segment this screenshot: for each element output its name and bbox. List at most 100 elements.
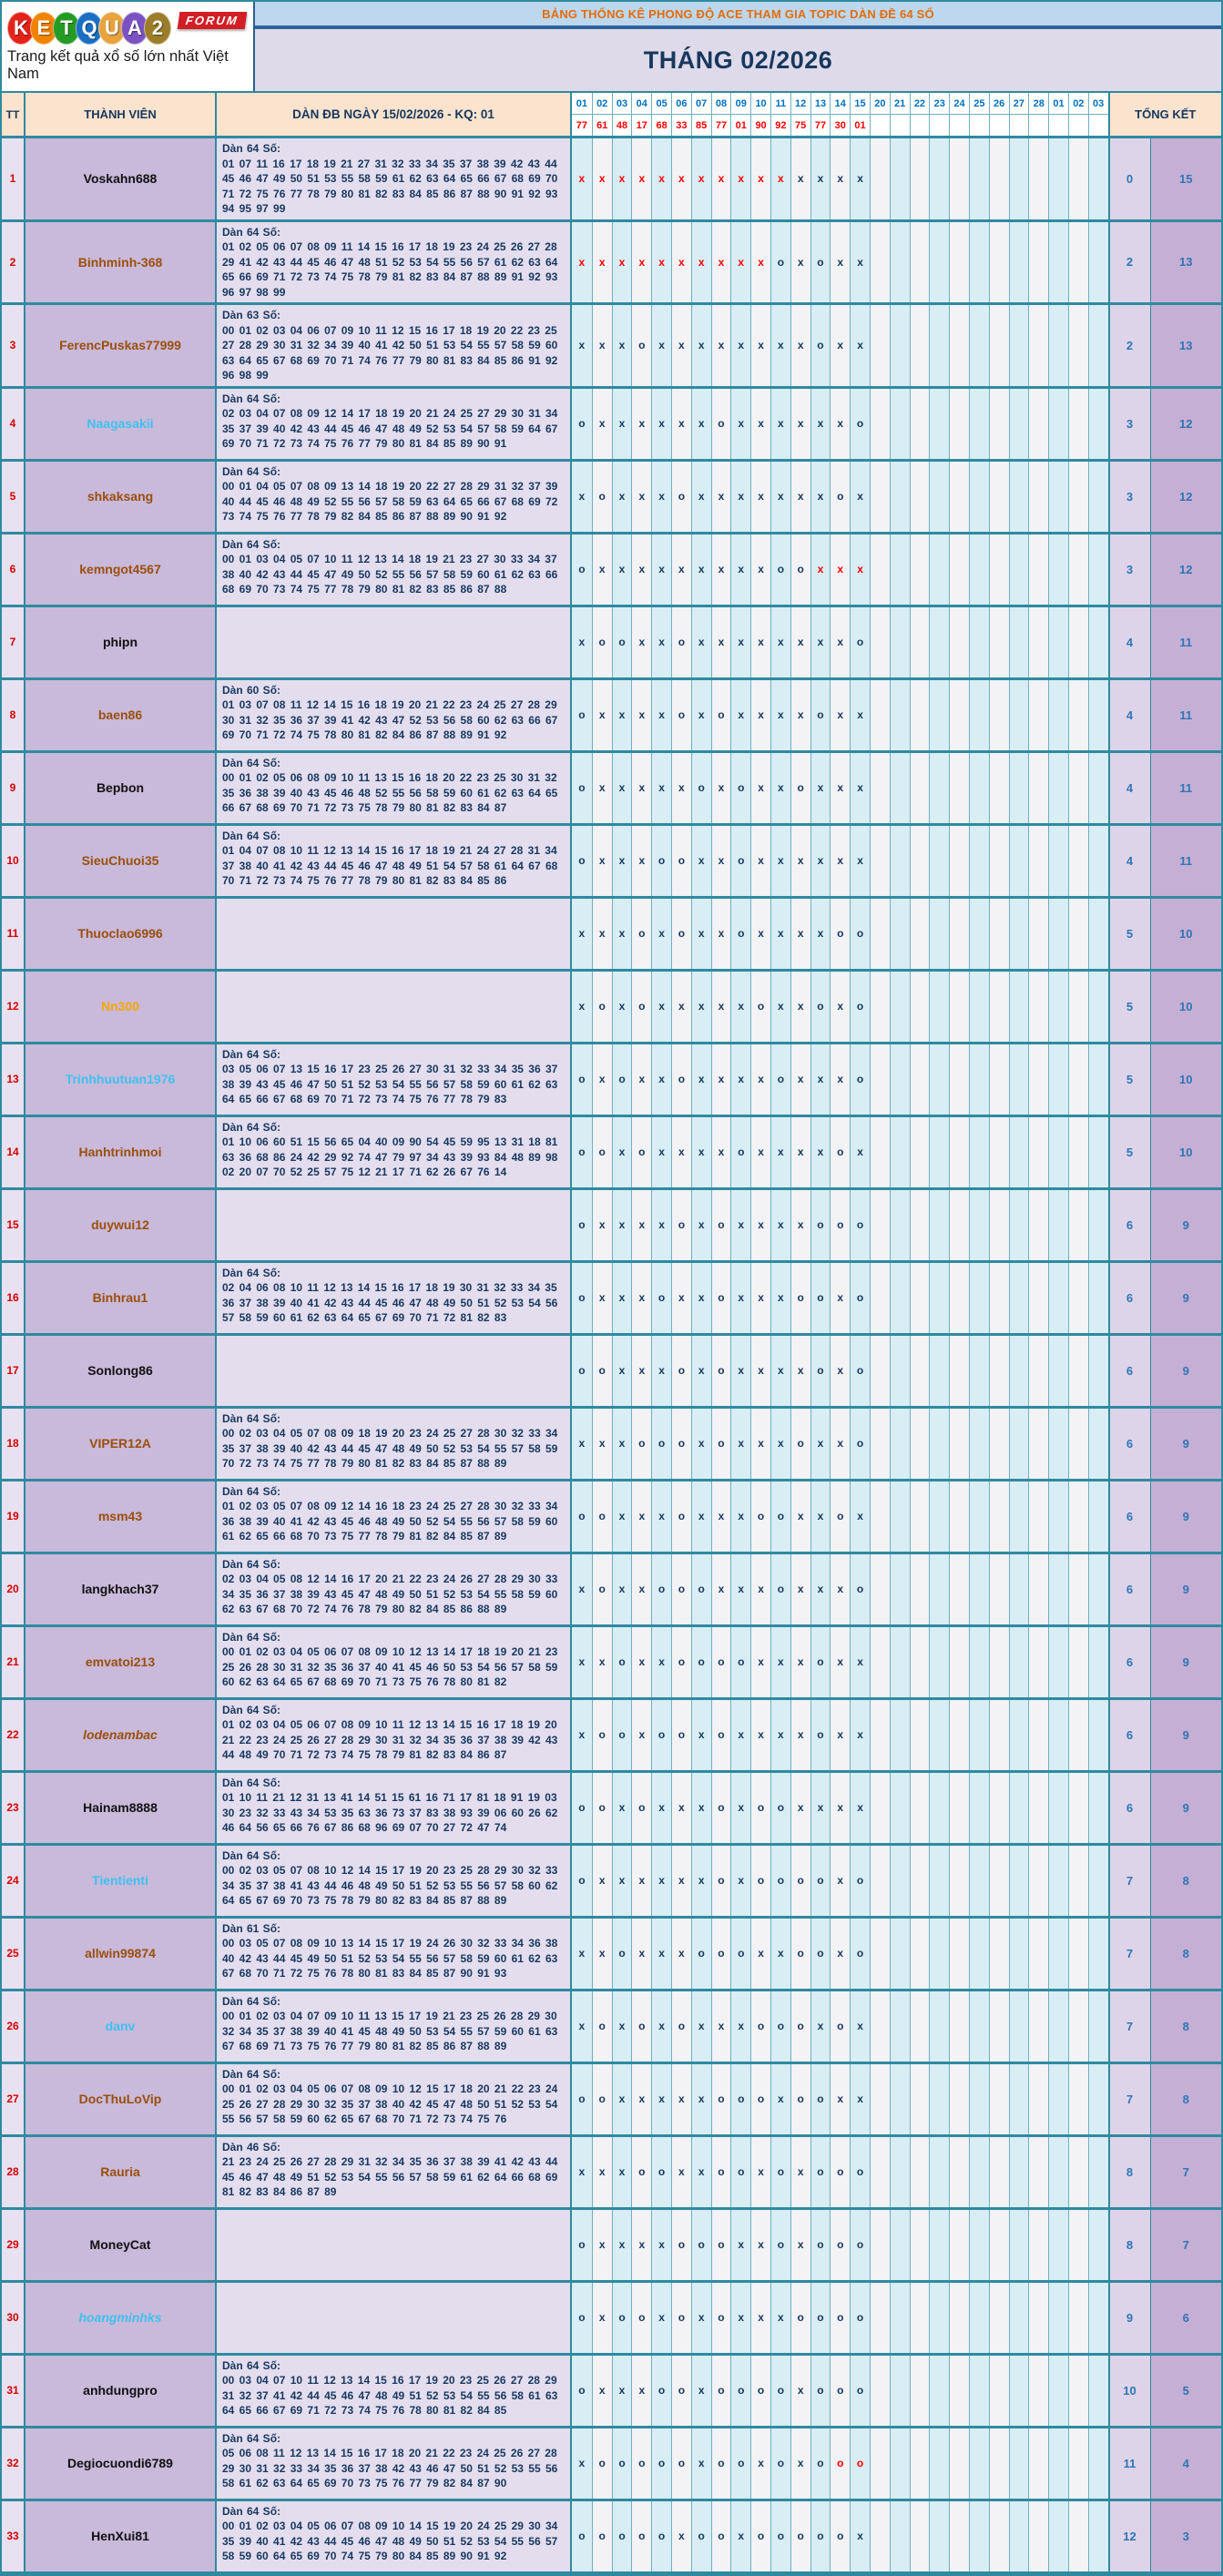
member-name[interactable]: kemngot4567 [25,534,217,605]
mark-cell [1048,2063,1068,2134]
mark-cell [1048,1553,1068,1624]
total-win-cell: 5 [1107,1044,1150,1115]
mark-cell [949,388,969,459]
dan-numbers-cell: Dàn 63 Số: 00 01 02 03 04 06 07 09 10 11 … [217,305,572,386]
member-name[interactable]: msm43 [25,1481,217,1552]
total-lose-cell: 3 [1149,2500,1221,2571]
member-name[interactable]: anhdungpro [25,2355,217,2426]
member-name[interactable]: Binhminh-368 [25,221,217,302]
mark-cell: x [690,825,711,896]
mark-cell: o [850,2428,870,2499]
row-index: 25 [2,1918,25,1989]
day-number: 11 [770,93,790,115]
mark-cell: x [830,221,851,302]
mark-cell: o [572,2500,592,2571]
mark-cell: x [690,1991,711,2062]
member-name[interactable]: Sonlong86 [25,1335,217,1406]
mark-cell [1067,679,1088,750]
member-name[interactable]: Tientienti [25,1845,217,1916]
mark-cell: x [810,752,831,823]
total-win-cell: 4 [1107,752,1150,823]
member-name[interactable]: hoangminhks [25,2282,217,2353]
member-name[interactable]: Voskahn688 [25,138,217,219]
mark-cell [889,534,910,605]
mark-cell [889,1262,910,1333]
mark-cell: x [591,1626,612,1697]
member-name[interactable]: Degiocuondi6789 [25,2428,217,2499]
member-name[interactable]: Thuoclao6996 [25,898,217,969]
mark-cell [1087,1699,1108,1770]
mark-cell: x [690,388,711,459]
member-name[interactable]: Hainam8888 [25,1772,217,1843]
dan-numbers: 05 06 08 11 12 13 14 15 16 17 18 20 21 2… [222,2447,558,2489]
mark-cell: x [572,2136,592,2207]
member-name[interactable]: Nn300 [25,971,217,1042]
total-win-cell: 8 [1107,2209,1150,2280]
mark-cell [988,1189,1009,1260]
mark-cell: x [830,679,851,750]
day-column-header: 22 [909,93,930,136]
mark-cell: o [830,2428,851,2499]
total-win-cell: 9 [1107,2282,1150,2353]
mark-cell: o [730,825,751,896]
mark-cell: o [710,1918,731,1989]
day-result [989,115,1009,136]
day-result: 85 [691,115,711,136]
member-name[interactable]: baen86 [25,679,217,750]
mark-cell: x [670,2500,691,2571]
mark-cell: x [730,1335,751,1406]
member-name[interactable]: Trinhhuutuan1976 [25,1044,217,1115]
mark-cell: x [631,1918,652,1989]
member-name[interactable]: DocThuLoVip [25,2063,217,2134]
member-name[interactable]: langkhach37 [25,1553,217,1624]
member-name[interactable]: phipn [25,606,217,677]
mark-cell: o [750,1845,770,1916]
member-name[interactable]: Hanhtrinhmoi [25,1116,217,1187]
member-name[interactable]: emvatoi213 [25,1626,217,1697]
mark-cell [1008,1991,1029,2062]
member-name[interactable]: MoneyCat [25,2209,217,2280]
member-name[interactable]: HenXui81 [25,2500,217,2571]
member-name[interactable]: allwin99874 [25,1918,217,1989]
dan-numbers: 02 03 04 07 08 09 12 14 17 18 19 20 21 2… [222,407,558,450]
mark-cell [889,1699,910,1770]
banner-right: BẢNG THỐNG KÊ PHONG ĐỘ ACE THAM GIA TOPI… [255,2,1221,91]
mark-cell: x [769,461,790,532]
member-name[interactable]: VIPER12A [25,1408,217,1479]
mark-cell [889,2428,910,2499]
dan-numbers: 01 10 11 21 12 31 13 41 14 51 15 61 16 7… [222,1791,558,1834]
mark-cell [1008,1626,1029,1697]
mark-cell: o [670,1626,691,1697]
member-name[interactable]: FerencPuskas77999 [25,305,217,386]
member-name[interactable]: Rauria [25,2136,217,2207]
mark-cell: x [750,898,770,969]
mark-cell: o [690,752,711,823]
member-name[interactable]: danv [25,1991,217,2062]
member-name[interactable]: duywui12 [25,1189,217,1260]
mark-cell [1087,388,1108,459]
member-name[interactable]: Naagasakii [25,388,217,459]
member-name[interactable]: Binhrau1 [25,1262,217,1333]
member-name[interactable]: SieuChuoi35 [25,825,217,896]
member-name[interactable]: shkaksang [25,461,217,532]
mark-cell: o [769,221,790,302]
mark-cell: x [790,606,810,677]
mark-cell: x [769,1335,790,1406]
row-index: 29 [2,2209,25,2280]
member-row: 32 Degiocuondi6789 Dàn 64 Số: 05 06 08 11 1… [2,2428,1221,2501]
mark-cell: x [572,1699,592,1770]
mark-cell [949,1335,969,1406]
member-name[interactable]: Bepbon [25,752,217,823]
mark-cell [869,1335,890,1406]
mark-cell: o [651,1553,671,1624]
mark-cell: o [631,971,652,1042]
mark-cell: x [810,1481,831,1552]
mark-cell: x [651,2282,671,2353]
member-name[interactable]: lodenambac [25,1699,217,1770]
day-result: 48 [612,115,632,136]
mark-cell [988,1553,1009,1624]
